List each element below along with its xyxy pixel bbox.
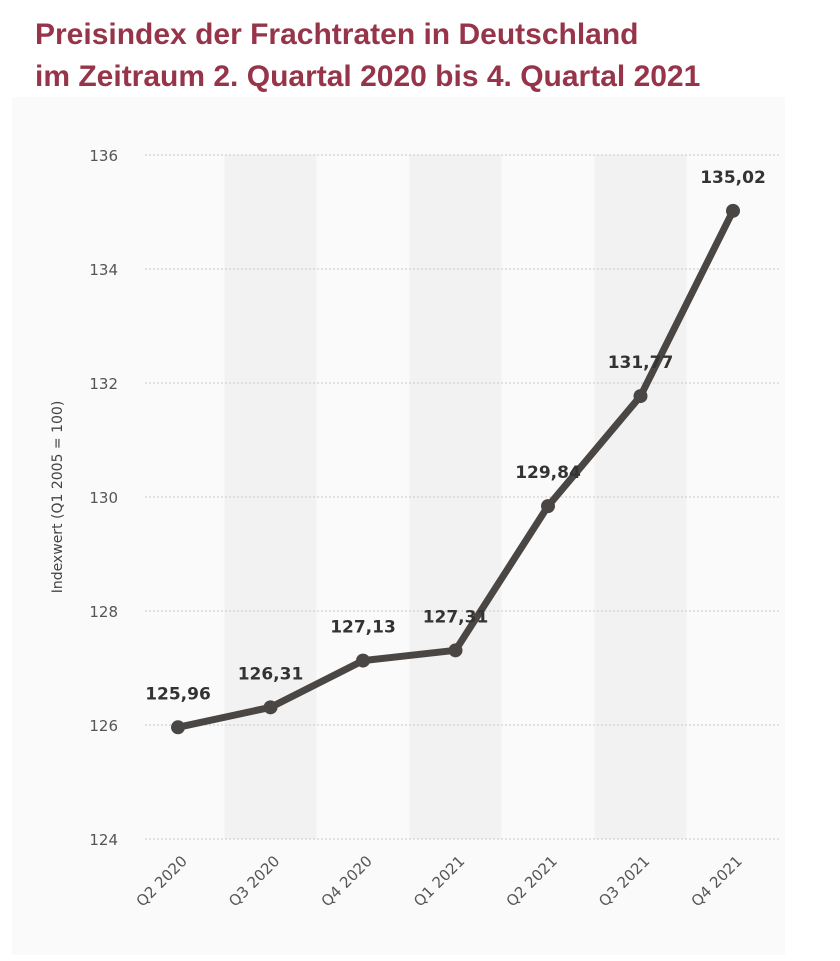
y-tick-label: 130 — [89, 489, 118, 507]
data-point — [633, 389, 648, 404]
data-point — [726, 203, 740, 218]
data-label: 127,31 — [423, 607, 489, 627]
y-tick-label: 134 — [89, 261, 118, 279]
data-point — [541, 499, 555, 514]
data-label: 131,77 — [608, 353, 674, 373]
column-band — [594, 155, 687, 839]
chart-title: Preisindex der Frachtraten in Deutschlan… — [35, 14, 700, 98]
data-point — [356, 653, 370, 668]
data-label: 127,13 — [330, 618, 396, 638]
y-tick-label: 126 — [89, 717, 118, 735]
data-label: 129,84 — [515, 463, 581, 483]
y-tick-label: 136 — [89, 147, 118, 165]
column-band — [409, 155, 502, 839]
y-tick-label: 128 — [89, 603, 118, 621]
data-point — [171, 720, 185, 735]
y-axis-label: Indexwert (Q1 2005 = 100) — [50, 401, 66, 594]
title-line-1: Preisindex der Frachtraten in Deutschlan… — [35, 18, 639, 51]
data-label: 126,31 — [238, 664, 304, 684]
y-tick-label: 124 — [89, 831, 118, 849]
data-point — [448, 643, 463, 658]
data-point — [263, 700, 278, 715]
title-line-2: im Zeitraum 2. Quartal 2020 bis 4. Quart… — [35, 60, 701, 93]
data-label: 125,96 — [145, 684, 211, 704]
y-tick-label: 132 — [89, 375, 118, 393]
data-label: 135,02 — [700, 168, 766, 188]
